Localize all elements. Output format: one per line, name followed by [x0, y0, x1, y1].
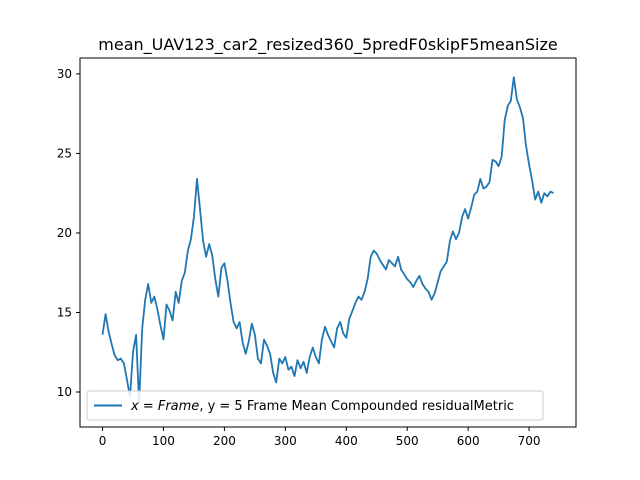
x-tick-label: 600	[457, 434, 480, 448]
y-tick-label: 25	[57, 146, 72, 160]
x-tick-label: 0	[99, 434, 107, 448]
y-axis: 10 15 20 25 30	[57, 67, 80, 399]
legend: x = Frame, y = 5 Frame Mean Compounded r…	[86, 390, 544, 421]
legend-label-suffix: , y = 5 Frame Mean Compounded residualMe…	[199, 399, 514, 414]
legend-label-prefix: x = Frame	[130, 399, 199, 414]
legend-label: x = Frame, y = 5 Frame Mean Compounded r…	[130, 399, 514, 414]
y-tick-label: 20	[57, 226, 72, 240]
plot-area	[79, 57, 577, 428]
legend-box	[86, 390, 544, 421]
x-axis: 0 100 200 300 400 500 600 700	[99, 427, 541, 448]
y-tick-label: 15	[57, 305, 72, 319]
x-tick-label: 500	[396, 434, 419, 448]
chart-title: mean_UAV123_car2_resized360_5predF0skipF…	[98, 35, 557, 55]
x-tick-label: 400	[335, 434, 358, 448]
series-line-0	[101, 76, 554, 405]
x-tick-label: 300	[274, 434, 297, 448]
y-tick-label: 10	[57, 385, 72, 399]
x-tick-label: 100	[152, 434, 175, 448]
y-tick-label: 30	[57, 67, 72, 81]
x-tick-label: 200	[213, 434, 236, 448]
x-tick-label: 700	[518, 434, 541, 448]
axes-frame	[79, 57, 577, 428]
